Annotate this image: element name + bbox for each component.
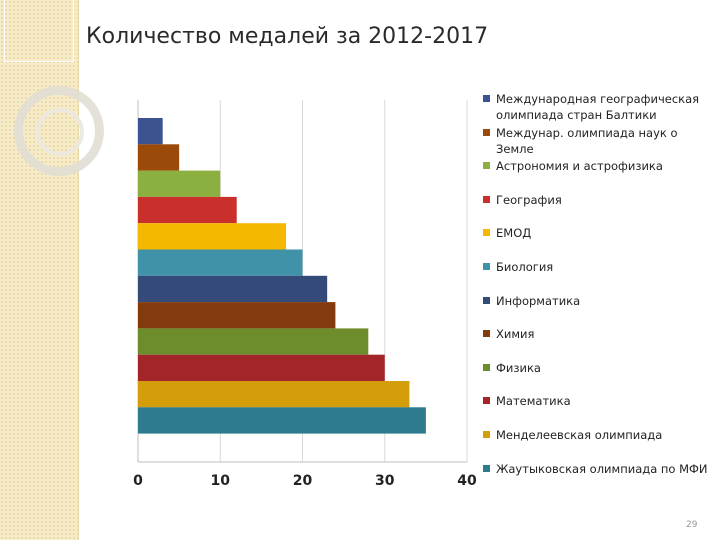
legend-label: Международная географическая олимпиада с…: [496, 92, 700, 122]
legend-label: Информатика: [496, 293, 581, 308]
legend-swatch: [483, 431, 490, 438]
legend-label: География: [496, 192, 562, 207]
bar: [138, 328, 369, 355]
x-tick-label: 20: [293, 473, 313, 489]
bar: [138, 354, 385, 381]
legend-label: Жаутыковская олимпиада по МФИ: [496, 461, 708, 476]
bar: [138, 118, 163, 145]
bar: [138, 302, 336, 329]
bar: [138, 381, 410, 408]
bar: [138, 170, 221, 197]
chart-legend: Международная географическая олимпиада с…: [483, 91, 715, 496]
bar: [138, 144, 180, 171]
decorative-ring-small: [36, 108, 84, 156]
legend-swatch: [483, 95, 490, 102]
bar: [138, 196, 237, 224]
legend-swatch: [483, 363, 490, 371]
decorative-frame: [4, 0, 74, 62]
bar: [138, 249, 303, 276]
legend-swatch: [483, 296, 490, 304]
slide-title: Количество медалей за 2012-2017: [86, 24, 489, 49]
legend-swatch: [483, 162, 490, 170]
x-tick-label: 0: [133, 473, 143, 489]
bar: [138, 407, 426, 434]
bar: [138, 275, 328, 303]
legend-swatch: [483, 330, 490, 338]
legend-label: Биология: [496, 260, 554, 274]
legend-label: ЕМОД: [496, 226, 532, 241]
x-tick-label: 30: [375, 473, 395, 489]
legend-label: Междунар. олимпиада наук о Земле: [496, 125, 678, 156]
legend-swatch: [483, 263, 490, 270]
x-tick-label: 40: [457, 473, 477, 489]
legend-label: Физика: [496, 360, 541, 375]
legend-swatch: [483, 128, 490, 136]
legend-swatch: [483, 397, 490, 405]
legend-swatch: [483, 464, 490, 472]
legend-label: Химия: [496, 327, 535, 342]
x-tick-label: 10: [211, 473, 231, 489]
decorative-ring-large: [14, 86, 104, 176]
legend-swatch: [483, 229, 490, 237]
legend-swatch: [483, 195, 490, 203]
legend-label: Астрономия и астрофизика: [496, 159, 663, 174]
legend-label: Менделеевская олимпиада: [496, 428, 663, 442]
legend-label: Математика: [496, 394, 571, 409]
bar: [138, 223, 287, 250]
page-number: 29: [686, 520, 698, 530]
